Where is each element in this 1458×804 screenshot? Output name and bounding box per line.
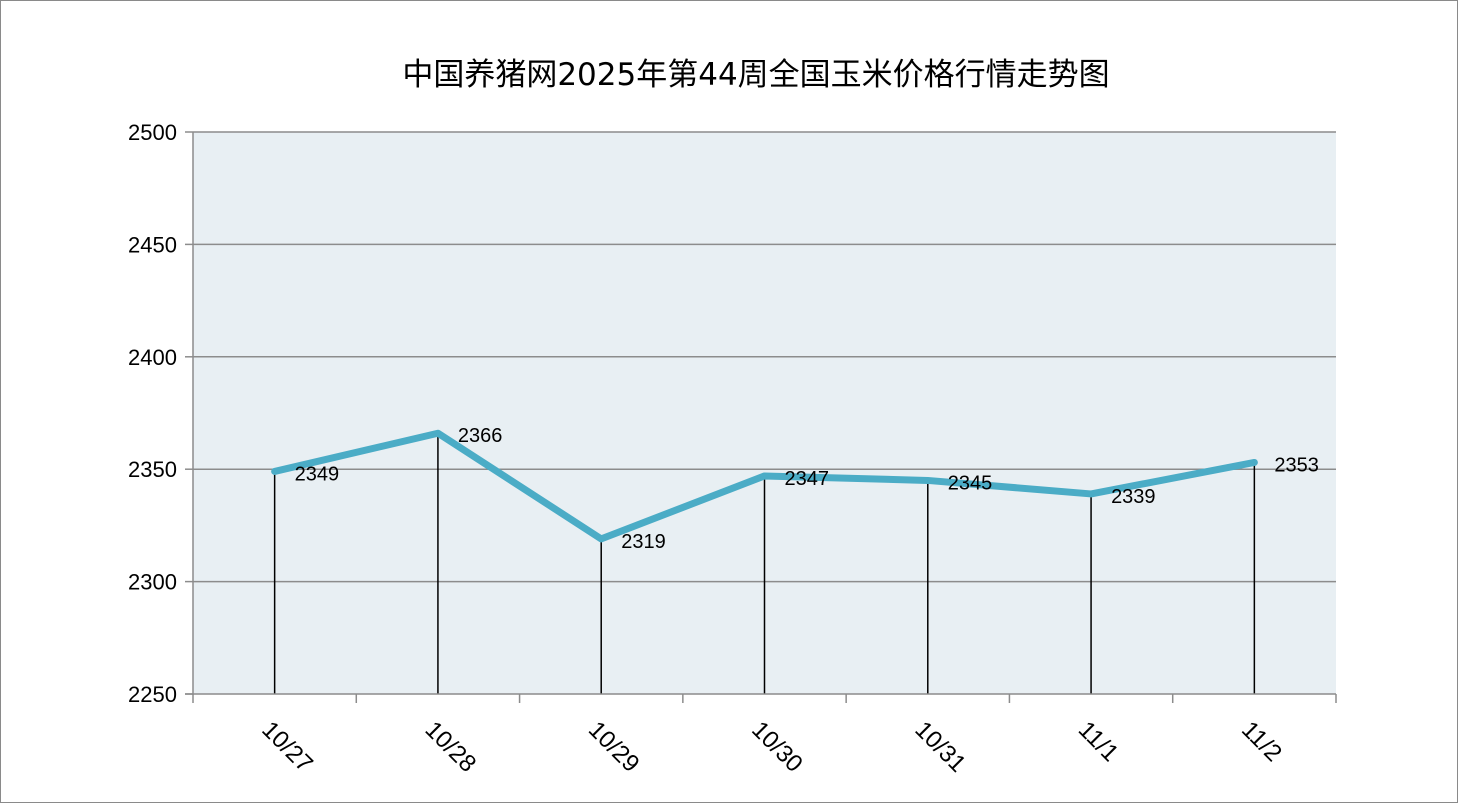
data-label-11/1: 2339 — [1111, 486, 1156, 508]
gridlines — [193, 131, 1336, 583]
y-tick-label-2500: 2500 — [128, 120, 177, 145]
data-point-10/31 — [924, 477, 931, 484]
x-tick-label-10/31: 10/31 — [910, 716, 972, 778]
y-tick-label-2400: 2400 — [128, 345, 177, 370]
chart-title: 中国养猪网2025年第44周全国玉米价格行情走势图 — [402, 57, 1109, 93]
data-point-10/27 — [271, 468, 278, 475]
y-tick-label-2300: 2300 — [128, 570, 177, 595]
x-axis-tick-labels: 10/27 10/28 10/29 10/30 10/31 11/1 11/2 — [256, 716, 1287, 778]
x-tick-label-10/27: 10/27 — [256, 716, 318, 778]
y-tick-label-2350: 2350 — [128, 457, 177, 482]
x-tick-label-10/29: 10/29 — [583, 716, 645, 778]
x-tick-label-10/28: 10/28 — [420, 716, 482, 778]
y-tick-label-2450: 2450 — [128, 232, 177, 257]
x-tick-label-11/2: 11/2 — [1236, 716, 1287, 767]
x-tick-label-10/30: 10/30 — [746, 716, 808, 778]
data-label-11/2: 2353 — [1274, 454, 1319, 476]
data-point-10/29 — [598, 535, 605, 542]
data-label-10/31: 2345 — [948, 472, 993, 494]
data-label-10/29: 2319 — [621, 531, 666, 553]
y-tick-label-2250: 2250 — [128, 682, 177, 707]
axes — [185, 131, 1337, 703]
data-point-10/28 — [434, 430, 441, 437]
series-line-group — [271, 429, 1258, 543]
data-point-11/1 — [1088, 490, 1095, 497]
y-axis-tick-labels: 2250 2300 2350 2400 2450 2500 — [128, 120, 177, 707]
drop-lines — [273, 433, 1256, 694]
x-tick-label-11/1: 11/1 — [1073, 716, 1124, 767]
data-point-10/30 — [761, 472, 768, 479]
data-point-11/2 — [1251, 459, 1258, 466]
data-label-10/27: 2349 — [295, 463, 340, 485]
data-label-10/28: 2366 — [458, 425, 503, 447]
data-labels: 2349 2366 2319 2347 2345 2339 2353 — [295, 425, 1319, 553]
data-label-10/30: 2347 — [785, 468, 830, 490]
